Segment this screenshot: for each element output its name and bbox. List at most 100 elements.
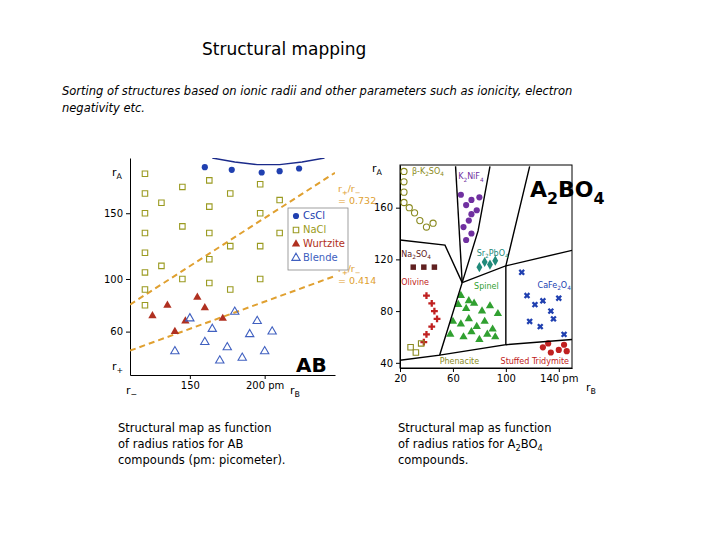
text-part: 4 bbox=[537, 443, 542, 453]
axis-title: r+ bbox=[112, 360, 123, 375]
point bbox=[494, 309, 502, 316]
caption: compounds (pm: picometer). bbox=[118, 453, 286, 467]
series bbox=[458, 192, 483, 243]
point bbox=[401, 168, 407, 174]
series bbox=[142, 171, 282, 308]
point bbox=[401, 189, 407, 195]
boundary-line bbox=[400, 240, 462, 283]
text-part: β-K bbox=[412, 167, 426, 176]
text-part: compounds (pm: picometer). bbox=[118, 453, 286, 467]
tick-mark bbox=[396, 311, 400, 312]
text-part: 4 bbox=[505, 253, 509, 259]
text-part: A bbox=[117, 172, 123, 181]
text-part: 2 bbox=[547, 189, 558, 208]
page: Structural mappingSorting of structures … bbox=[0, 0, 720, 540]
point bbox=[432, 264, 437, 269]
text-part: 4 bbox=[594, 189, 605, 208]
tick-mark bbox=[453, 368, 454, 372]
text-part: Wurtzite bbox=[303, 238, 345, 249]
point bbox=[457, 319, 465, 326]
point bbox=[296, 165, 302, 171]
text-part: negativity etc. bbox=[62, 101, 145, 115]
text-part: of radius ratios for AB bbox=[118, 437, 243, 451]
series bbox=[420, 292, 440, 345]
tick: 80 bbox=[380, 306, 400, 317]
point bbox=[474, 207, 480, 213]
tick: 40 bbox=[380, 358, 400, 369]
point bbox=[202, 164, 208, 170]
point bbox=[561, 342, 567, 348]
text-part: = 0.414 bbox=[338, 275, 376, 286]
tick: 100 bbox=[497, 368, 516, 384]
tick: 150 bbox=[181, 375, 200, 391]
point bbox=[228, 191, 233, 196]
text-part: A bbox=[377, 168, 383, 177]
point bbox=[423, 292, 430, 299]
point bbox=[259, 169, 265, 175]
point bbox=[186, 314, 194, 321]
point bbox=[462, 304, 470, 311]
point bbox=[564, 348, 570, 354]
point bbox=[142, 210, 147, 215]
point bbox=[540, 344, 546, 350]
tick-mark bbox=[396, 208, 400, 209]
point bbox=[478, 306, 486, 313]
point bbox=[431, 308, 438, 315]
region-label: β-K2SO4 bbox=[412, 167, 444, 177]
axis-line bbox=[400, 166, 401, 369]
point bbox=[525, 317, 535, 327]
text-part: SO bbox=[416, 250, 427, 259]
axis-title: r− bbox=[126, 384, 137, 399]
point bbox=[257, 210, 262, 215]
point bbox=[468, 211, 474, 217]
y-axis: 60100150 bbox=[104, 159, 131, 376]
tick: 60 bbox=[447, 368, 460, 384]
ratio-label: = 0.732 bbox=[338, 195, 376, 206]
text-part: /r bbox=[348, 263, 355, 274]
tick: 160 bbox=[374, 202, 400, 213]
tick-label: 100 bbox=[497, 373, 516, 384]
point bbox=[401, 179, 407, 185]
caption: of radius ratios for AB bbox=[118, 437, 243, 451]
text-part: /r bbox=[348, 183, 355, 194]
caption: Structural map as function bbox=[118, 421, 271, 435]
point bbox=[268, 327, 276, 334]
text-part: Spinel bbox=[474, 282, 499, 291]
y-axis: 4080120160 bbox=[374, 166, 401, 369]
boundary-line bbox=[400, 283, 462, 361]
text-part: Stuffed Tridymite bbox=[501, 357, 570, 366]
tick: 140 pm bbox=[540, 368, 578, 384]
boundary-line bbox=[440, 266, 506, 355]
point bbox=[413, 350, 418, 355]
caption: compounds. bbox=[398, 453, 468, 467]
point bbox=[142, 287, 147, 292]
axis-title: rA bbox=[372, 162, 383, 177]
point bbox=[418, 341, 423, 346]
ratio-label: = 0.414 bbox=[338, 275, 376, 286]
point bbox=[481, 317, 489, 324]
tick-label: 80 bbox=[380, 306, 393, 317]
point bbox=[488, 324, 496, 331]
series bbox=[540, 340, 570, 355]
point bbox=[228, 287, 233, 292]
axis-line bbox=[130, 159, 131, 376]
point bbox=[468, 230, 474, 236]
point bbox=[180, 224, 185, 229]
point bbox=[476, 262, 482, 272]
point bbox=[430, 220, 436, 226]
boundary-line bbox=[456, 166, 463, 282]
point bbox=[253, 316, 261, 323]
tick-mark bbox=[396, 363, 400, 364]
legend-marker bbox=[293, 227, 298, 232]
point bbox=[468, 197, 474, 203]
point bbox=[458, 192, 464, 198]
point bbox=[171, 327, 179, 334]
region-label: Olivine bbox=[401, 278, 429, 287]
x-axis: 150200 pm bbox=[131, 375, 336, 391]
axis-line bbox=[401, 368, 573, 369]
text-part: CsCl bbox=[303, 210, 325, 221]
text-part: = 0.732 bbox=[338, 195, 376, 206]
point bbox=[556, 347, 562, 353]
point bbox=[180, 276, 185, 281]
text-part: compounds. bbox=[398, 453, 468, 467]
